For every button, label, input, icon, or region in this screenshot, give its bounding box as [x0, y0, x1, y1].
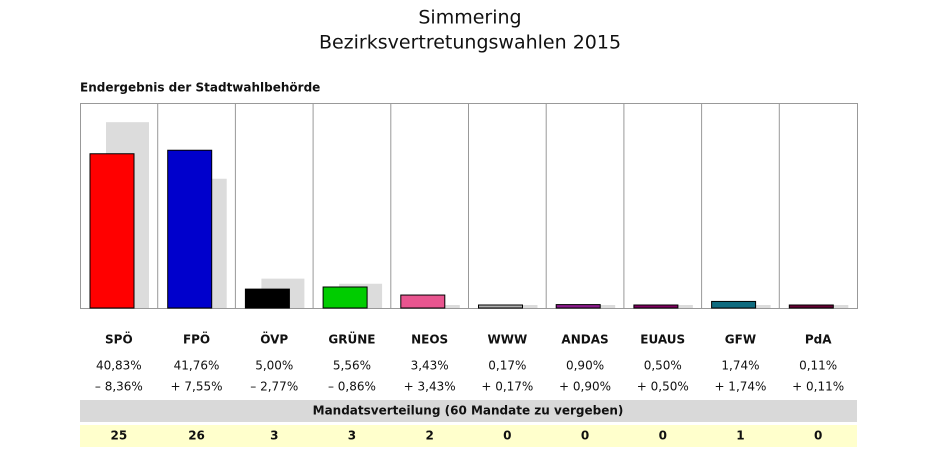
seat-count: 0	[503, 429, 511, 443]
change-label: – 0,86%	[328, 380, 376, 394]
seat-count: 0	[814, 429, 822, 443]
value-label: 41,76%	[174, 359, 220, 373]
seat-count: 0	[581, 429, 589, 443]
party-label: EUAUS	[640, 333, 685, 347]
chart-subtitle: Bezirksvertretungswahlen 2015	[319, 32, 621, 54]
bar	[244, 288, 290, 309]
value-label: 0,50%	[644, 359, 682, 373]
bar	[89, 153, 135, 309]
party-label: WWW	[487, 333, 527, 347]
change-label: + 0,11%	[792, 380, 844, 394]
value-label: 5,56%	[333, 359, 371, 373]
change-label: – 8,36%	[95, 380, 143, 394]
change-label: + 0,90%	[559, 380, 611, 394]
caption: Endergebnis der Stadtwahlbehörde	[80, 81, 320, 95]
value-label: 0,90%	[566, 359, 604, 373]
bar	[788, 304, 834, 309]
value-label: 0,11%	[799, 359, 837, 373]
value-label: 5,00%	[255, 359, 293, 373]
seat-count: 0	[659, 429, 667, 443]
value-label: 40,83%	[96, 359, 142, 373]
change-label: + 0,17%	[481, 380, 533, 394]
bar	[633, 304, 679, 309]
bar	[478, 304, 523, 309]
value-label: 0,17%	[488, 359, 526, 373]
party-label: ÖVP	[260, 332, 288, 347]
change-label: + 0,50%	[637, 380, 689, 394]
party-label: PdA	[805, 333, 832, 347]
bar	[400, 294, 446, 309]
bar	[555, 304, 601, 309]
change-label: – 2,77%	[250, 380, 298, 394]
change-label: + 3,43%	[404, 380, 456, 394]
change-label: + 1,74%	[714, 380, 766, 394]
party-label: GFW	[725, 333, 756, 347]
bar	[711, 300, 757, 309]
value-label: 3,43%	[411, 359, 449, 373]
party-label: FPÖ	[183, 332, 210, 347]
seats-header-band	[80, 400, 857, 422]
party-label: SPÖ	[105, 332, 133, 347]
bar	[167, 149, 213, 309]
seats-title: Mandatsverteilung (60 Mandate zu vergebe…	[313, 404, 624, 418]
bar	[322, 286, 368, 309]
party-label: NEOS	[411, 333, 448, 347]
seat-count: 2	[425, 429, 433, 443]
value-label: 1,74%	[721, 359, 759, 373]
seat-count: 1	[736, 429, 744, 443]
chart-title: Simmering	[418, 7, 521, 29]
seat-count: 26	[188, 429, 205, 443]
seat-count: 25	[110, 429, 127, 443]
change-label: + 7,55%	[171, 380, 223, 394]
party-label: GRÜNE	[328, 332, 375, 347]
seats-band	[80, 425, 857, 447]
seat-count: 3	[348, 429, 356, 443]
seat-count: 3	[270, 429, 278, 443]
party-label: ANDAS	[561, 333, 608, 347]
